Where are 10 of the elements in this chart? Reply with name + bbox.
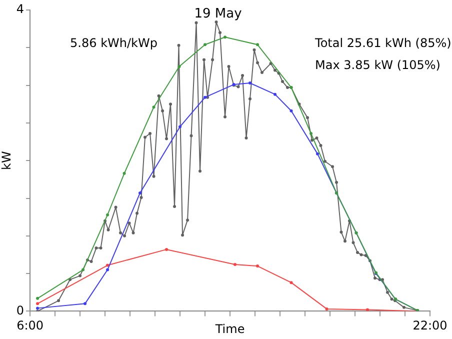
chart-title: 19 May bbox=[194, 6, 242, 22]
annotation: Max 3.85 kW (105%) bbox=[315, 58, 441, 72]
x-axis-title: Time bbox=[214, 322, 245, 336]
annotation: Total 25.61 kWh (85%) bbox=[314, 36, 452, 50]
x-tick-label: 22:00 bbox=[412, 318, 448, 333]
y-axis-title: kW bbox=[0, 151, 14, 170]
y-tick-label: 4 bbox=[16, 2, 24, 16]
x-tick-label: 6:00 bbox=[16, 318, 44, 333]
y-tick-label: 0 bbox=[16, 303, 24, 318]
annotation: 5.86 kWh/kWp bbox=[70, 36, 158, 50]
